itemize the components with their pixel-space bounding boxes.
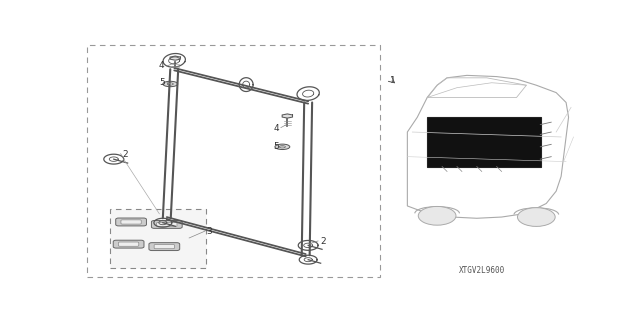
FancyBboxPatch shape bbox=[118, 242, 139, 246]
FancyBboxPatch shape bbox=[116, 218, 147, 226]
FancyBboxPatch shape bbox=[121, 220, 141, 224]
Polygon shape bbox=[170, 56, 180, 60]
Circle shape bbox=[419, 206, 456, 225]
Text: XTGV2L9600: XTGV2L9600 bbox=[459, 266, 505, 275]
FancyBboxPatch shape bbox=[113, 240, 144, 248]
Text: 3: 3 bbox=[206, 227, 212, 236]
Ellipse shape bbox=[163, 81, 178, 87]
FancyBboxPatch shape bbox=[428, 117, 541, 166]
FancyBboxPatch shape bbox=[149, 243, 180, 251]
Text: 5: 5 bbox=[273, 142, 279, 151]
Polygon shape bbox=[282, 114, 292, 118]
FancyBboxPatch shape bbox=[157, 222, 177, 227]
Ellipse shape bbox=[167, 83, 173, 85]
FancyBboxPatch shape bbox=[152, 220, 182, 228]
Circle shape bbox=[518, 208, 555, 227]
Text: 5: 5 bbox=[159, 78, 164, 87]
Text: 1: 1 bbox=[390, 76, 396, 85]
Ellipse shape bbox=[280, 146, 285, 148]
Ellipse shape bbox=[275, 144, 290, 149]
Text: 2: 2 bbox=[123, 150, 129, 159]
Text: 2: 2 bbox=[320, 237, 326, 246]
Bar bbox=[88, 44, 380, 277]
Text: 4: 4 bbox=[159, 61, 164, 70]
FancyBboxPatch shape bbox=[110, 209, 207, 268]
FancyBboxPatch shape bbox=[154, 244, 175, 249]
Text: 4: 4 bbox=[273, 124, 279, 133]
